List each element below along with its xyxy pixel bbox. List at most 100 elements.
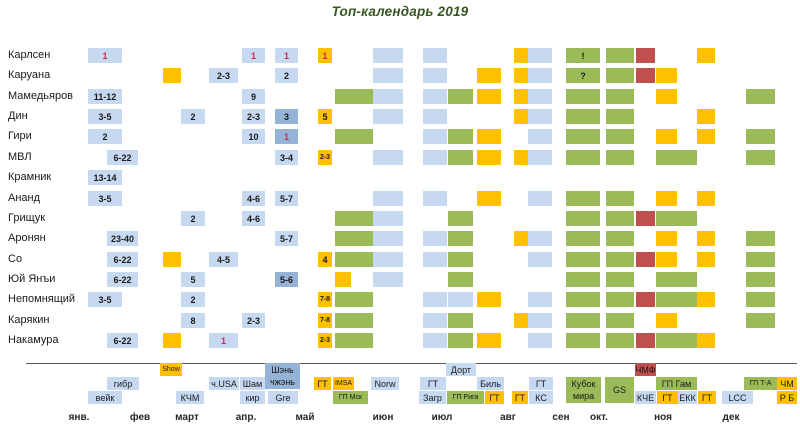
calendar-cell: 2-3 xyxy=(242,313,265,328)
calendar-cell: 6-22 xyxy=(107,150,138,165)
calendar-cell xyxy=(477,292,501,307)
chart-title: Топ-календарь 2019 xyxy=(331,4,469,19)
player-label-Ананд: Ананд xyxy=(8,192,41,204)
calendar-cell: 2 xyxy=(181,109,205,124)
calendar-cell xyxy=(477,191,501,206)
calendar-cell xyxy=(528,292,552,307)
calendar-cell: 5-7 xyxy=(275,191,298,206)
calendar-cell xyxy=(373,89,403,104)
legend-item-GS: GS xyxy=(605,377,634,403)
calendar-cell: 23-40 xyxy=(107,231,138,246)
calendar-cell xyxy=(528,333,552,348)
calendar-cell: 3 xyxy=(275,109,298,124)
calendar-cell xyxy=(606,252,634,267)
calendar-cell xyxy=(373,48,403,63)
calendar-cell xyxy=(606,191,634,206)
calendar-cell: ? xyxy=(566,68,600,83)
player-label-Каруана: Каруана xyxy=(8,69,51,81)
legend-item-ГТ: ГТ xyxy=(485,391,504,404)
calendar-cell: 7-8 xyxy=(318,313,332,328)
calendar-cell xyxy=(163,252,181,267)
calendar-cell xyxy=(528,68,552,83)
calendar-cell xyxy=(514,48,528,63)
calendar-cell xyxy=(448,272,473,287)
calendar-cell xyxy=(656,68,677,83)
calendar-cell xyxy=(448,150,473,165)
calendar-cell: 2-3 xyxy=(209,68,238,83)
calendar-cell xyxy=(528,89,552,104)
calendar-cell xyxy=(697,191,715,206)
legend-item-ГП Т-А: ГП Т-А xyxy=(744,377,777,390)
legend-item-ГТ: ГТ xyxy=(698,391,716,404)
calendar-cell xyxy=(606,333,634,348)
calendar-cell xyxy=(163,333,181,348)
calendar-cell xyxy=(448,313,473,328)
calendar-cell: 5-6 xyxy=(275,272,298,287)
calendar-cell xyxy=(606,68,634,83)
calendar-cell xyxy=(528,150,552,165)
player-label-Непомнящий: Непомнящий xyxy=(8,293,76,305)
calendar-cell xyxy=(656,292,697,307)
calendar-cell: 6-22 xyxy=(107,272,138,287)
calendar-cell xyxy=(566,292,600,307)
calendar-cell: 1 xyxy=(275,129,298,144)
calendar-cell xyxy=(656,333,697,348)
calendar-cell xyxy=(448,333,473,348)
player-label-Грищук: Грищук xyxy=(8,212,46,224)
calendar-cell xyxy=(373,68,403,83)
calendar-cell xyxy=(656,191,677,206)
calendar-cell: 4 xyxy=(318,252,332,267)
month-label-ноя: ноя xyxy=(654,412,672,423)
calendar-cell xyxy=(514,313,528,328)
calendar-cell xyxy=(697,231,715,246)
calendar-cell xyxy=(423,129,447,144)
calendar-cell xyxy=(373,231,403,246)
player-label-Крамник: Крамник xyxy=(8,171,52,183)
calendar-cell xyxy=(656,313,677,328)
month-label-июл: июл xyxy=(431,412,453,423)
calendar-cell xyxy=(477,68,501,83)
calendar-cell: 11-12 xyxy=(88,89,122,104)
calendar-cell xyxy=(528,252,552,267)
calendar-cell xyxy=(636,48,655,63)
calendar-cell xyxy=(528,313,552,328)
player-label-Со: Со xyxy=(8,253,23,265)
calendar-cell: 5 xyxy=(181,272,205,287)
calendar-cell xyxy=(373,109,403,124)
player-label-Карлсен: Карлсен xyxy=(8,49,51,61)
calendar-cell xyxy=(636,333,655,348)
calendar-cell xyxy=(423,109,447,124)
calendar-cell: 4-6 xyxy=(242,211,265,226)
calendar-cell: 1 xyxy=(242,48,265,63)
calendar-cell xyxy=(528,48,552,63)
calendar-cell xyxy=(335,313,373,328)
calendar-cell: 8 xyxy=(181,313,205,328)
month-axis-line xyxy=(26,363,797,364)
calendar-cell xyxy=(423,333,447,348)
legend-item-Загр: Загр xyxy=(419,391,446,404)
calendar-cell xyxy=(697,129,715,144)
calendar-cell xyxy=(528,231,552,246)
calendar-cell: 1 xyxy=(209,333,238,348)
calendar-cell xyxy=(697,48,715,63)
calendar-cell xyxy=(746,252,775,267)
month-label-фев: фев xyxy=(129,412,151,423)
month-label-авг: авг xyxy=(500,412,516,423)
calendar-cell xyxy=(746,231,775,246)
calendar-cell xyxy=(656,231,677,246)
calendar-cell xyxy=(606,313,634,328)
calendar-cell xyxy=(566,150,600,165)
legend-item-ГП Рига: ГП Рига xyxy=(447,391,484,404)
calendar-cell xyxy=(656,272,697,287)
calendar-cell: 2 xyxy=(275,68,298,83)
month-label-апр.: апр. xyxy=(235,412,257,423)
legend-item-Дорт: Дорт xyxy=(446,363,476,376)
calendar-cell xyxy=(566,252,600,267)
calendar-cell xyxy=(606,211,634,226)
calendar-cell xyxy=(335,231,373,246)
calendar-cell xyxy=(423,252,447,267)
calendar-cell xyxy=(514,68,528,83)
month-label-март: март xyxy=(175,412,199,423)
calendar-cell xyxy=(606,129,634,144)
calendar-cell: 1 xyxy=(275,48,298,63)
